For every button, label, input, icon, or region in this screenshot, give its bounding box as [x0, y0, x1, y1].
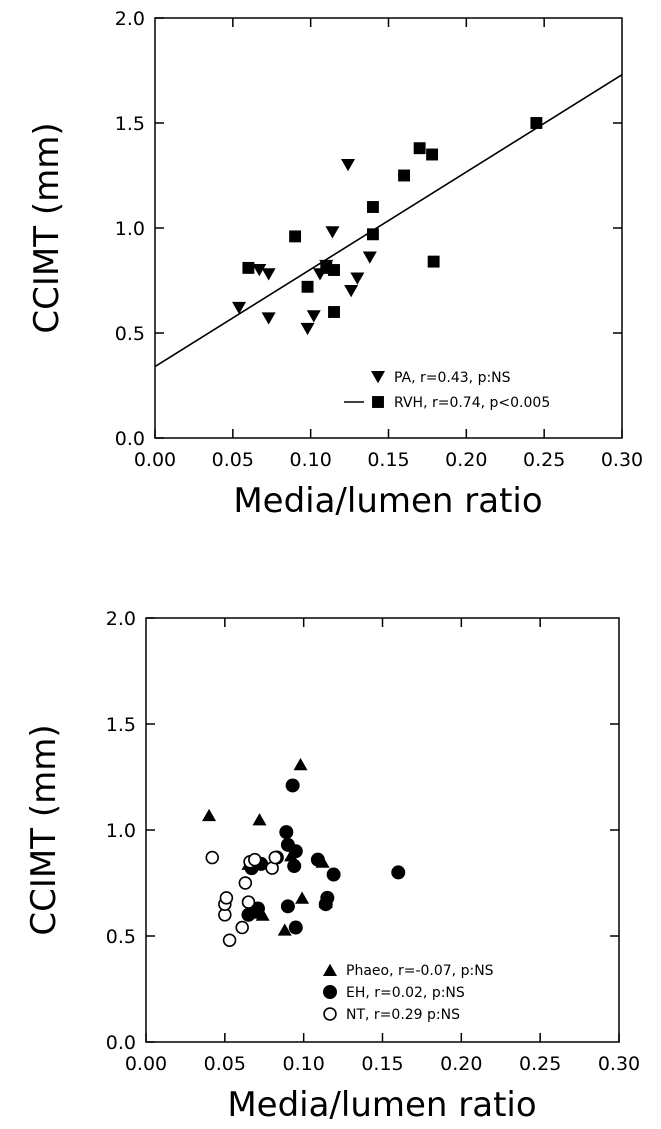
- bottom-legend-label: EH, r=0.02, p:NS: [346, 985, 465, 1001]
- bottom-data-marks: [202, 757, 406, 947]
- top-point-square: [328, 264, 340, 276]
- bottom-y-tick-label: 1.0: [106, 820, 136, 842]
- bottom-point-circle-open: [235, 920, 249, 935]
- bottom-y-axis-label: CCIMT (mm): [24, 724, 64, 935]
- top-y-tick-label: 1.5: [115, 113, 145, 135]
- bottom-point-triangle-up: [293, 757, 308, 771]
- top-scatter-plot: 0.00 0.05 0.10 0.15 0.20 0.25 0.30 0.0 0.5 1.0 1.5…: [27, 8, 643, 521]
- bottom-point-triangle-up: [277, 923, 292, 936]
- bottom-point-triangle-up: [255, 908, 270, 921]
- bottom-x-tick-label: 0.30: [598, 1053, 640, 1075]
- top-point-square: [413, 142, 426, 155]
- bottom-y-tick-label: 0.0: [106, 1032, 136, 1054]
- top-point-square: [320, 261, 333, 274]
- top-point-triangle-down: [261, 312, 276, 325]
- bottom-point-circle-filled: [288, 844, 303, 859]
- top-point-square: [366, 201, 379, 213]
- bottom-point-circle-open: [268, 850, 283, 865]
- bottom-point-circle-open: [205, 850, 219, 865]
- top-data-marks: [154, 74, 623, 368]
- top-y-tick-label: 0.0: [115, 428, 145, 450]
- bottom-legend: Phaeo, r=-0.07, p:NS EH, r=0.02, p:NS NT, …: [323, 963, 494, 1023]
- top-legend-label: PA, r=0.43, p:NS: [394, 370, 511, 386]
- bottom-point-circle-filled: [279, 825, 294, 840]
- top-y-axis-label: CCIMT (mm): [27, 122, 67, 333]
- bottom-point-circle-filled: [320, 890, 335, 905]
- bottom-y-tick-label: 1.5: [106, 714, 136, 736]
- bottom-point-circle-open: [238, 876, 253, 890]
- bottom-point-circle-open: [222, 933, 237, 947]
- bottom-legend-label: Phaeo, r=-0.07, p:NS: [346, 963, 494, 979]
- bottom-point-circle-filled: [326, 867, 341, 882]
- bottom-point-circle-open: [219, 891, 234, 905]
- top-point-triangle-down: [300, 322, 315, 336]
- top-point-square: [289, 230, 302, 243]
- top-x-tick-label: 0.20: [445, 449, 487, 471]
- bottom-x-tick-label: 0.05: [204, 1053, 246, 1075]
- bottom-point-circle-filled: [280, 899, 295, 914]
- bottom-point-triangle-up: [252, 813, 267, 826]
- top-point-triangle-down: [341, 159, 356, 172]
- bottom-point-circle-open: [241, 895, 256, 909]
- bottom-x-tick-label: 0.00: [125, 1053, 167, 1075]
- top-y-tick-label: 1.0: [115, 218, 145, 240]
- top-x-tick-label: 0.00: [134, 449, 176, 471]
- bottom-legend-marker: [323, 985, 337, 999]
- top-x-tick-label: 0.25: [523, 449, 565, 471]
- bottom-point-circle-filled: [285, 778, 300, 793]
- bottom-x-axis-label: Media/lumen ratio: [227, 1085, 536, 1125]
- top-legend-marker: [371, 371, 385, 384]
- bottom-point-circle-filled: [288, 920, 303, 935]
- top-x-axis-label: Media/lumen ratio: [233, 481, 542, 521]
- bottom-legend-marker: [323, 963, 337, 976]
- top-axis-ticks: 0.00 0.05 0.10 0.15 0.20 0.25 0.30 0.0 0.5 1.0 1.5…: [115, 8, 643, 471]
- top-legend: PA, r=0.43, p:NS RVH, r=0.74, p<0.005: [344, 370, 550, 411]
- top-y-tick-label: 2.0: [115, 8, 145, 30]
- bottom-point-circle-filled: [391, 865, 406, 880]
- top-point-triangle-down: [261, 268, 276, 281]
- top-point-triangle-down: [362, 251, 377, 264]
- top-x-tick-label: 0.30: [601, 449, 643, 471]
- bottom-x-tick-label: 0.10: [283, 1053, 325, 1075]
- top-y-tick-label: 0.5: [115, 323, 145, 345]
- bottom-x-tick-label: 0.20: [440, 1053, 482, 1075]
- bottom-legend-label: NT, r=0.29 p:NS: [346, 1007, 460, 1023]
- bottom-point-circle-filled: [287, 859, 302, 874]
- top-x-tick-label: 0.10: [290, 449, 332, 471]
- bottom-x-tick-label: 0.25: [519, 1053, 561, 1075]
- top-point-square: [426, 148, 439, 161]
- top-legend-marker: [372, 396, 384, 408]
- top-point-square: [366, 228, 379, 241]
- top-point-triangle-down: [325, 226, 340, 239]
- bottom-scatter-plot: 0.00 0.05 0.10 0.15 0.20 0.25 0.30 0.0 0.5 1.0 1.5…: [24, 608, 640, 1125]
- top-x-tick-label: 0.15: [367, 449, 409, 471]
- bottom-axis-ticks: 0.00 0.05 0.10 0.15 0.20 0.25 0.30 0.0 0.5 1.0 1.5…: [106, 608, 640, 1075]
- top-point-triangle-down: [306, 310, 321, 323]
- bottom-x-tick-label: 0.15: [361, 1053, 403, 1075]
- top-point-square: [427, 255, 440, 268]
- top-point-square: [328, 306, 340, 318]
- bottom-point-triangle-up: [202, 808, 217, 822]
- top-plot-frame: [154, 17, 623, 439]
- top-regression-line: [154, 74, 623, 368]
- top-x-tick-label: 0.05: [212, 449, 254, 471]
- top-legend-label: RVH, r=0.74, p<0.005: [394, 395, 550, 411]
- bottom-point-circle-open: [248, 852, 262, 867]
- top-point-triangle-down: [344, 285, 359, 298]
- bottom-y-tick-label: 2.0: [106, 608, 136, 630]
- top-point-triangle-down: [252, 264, 267, 277]
- bottom-legend-marker: [323, 1007, 337, 1021]
- bottom-point-circle-filled: [310, 852, 325, 867]
- top-point-triangle-down: [350, 272, 365, 285]
- bottom-y-tick-label: 0.5: [106, 926, 136, 948]
- top-point-square: [398, 169, 411, 182]
- top-point-square: [530, 117, 543, 129]
- top-point-square: [242, 261, 255, 274]
- top-point-triangle-down: [232, 301, 247, 315]
- bottom-point-triangle-up: [295, 891, 310, 904]
- top-point-square: [301, 280, 314, 293]
